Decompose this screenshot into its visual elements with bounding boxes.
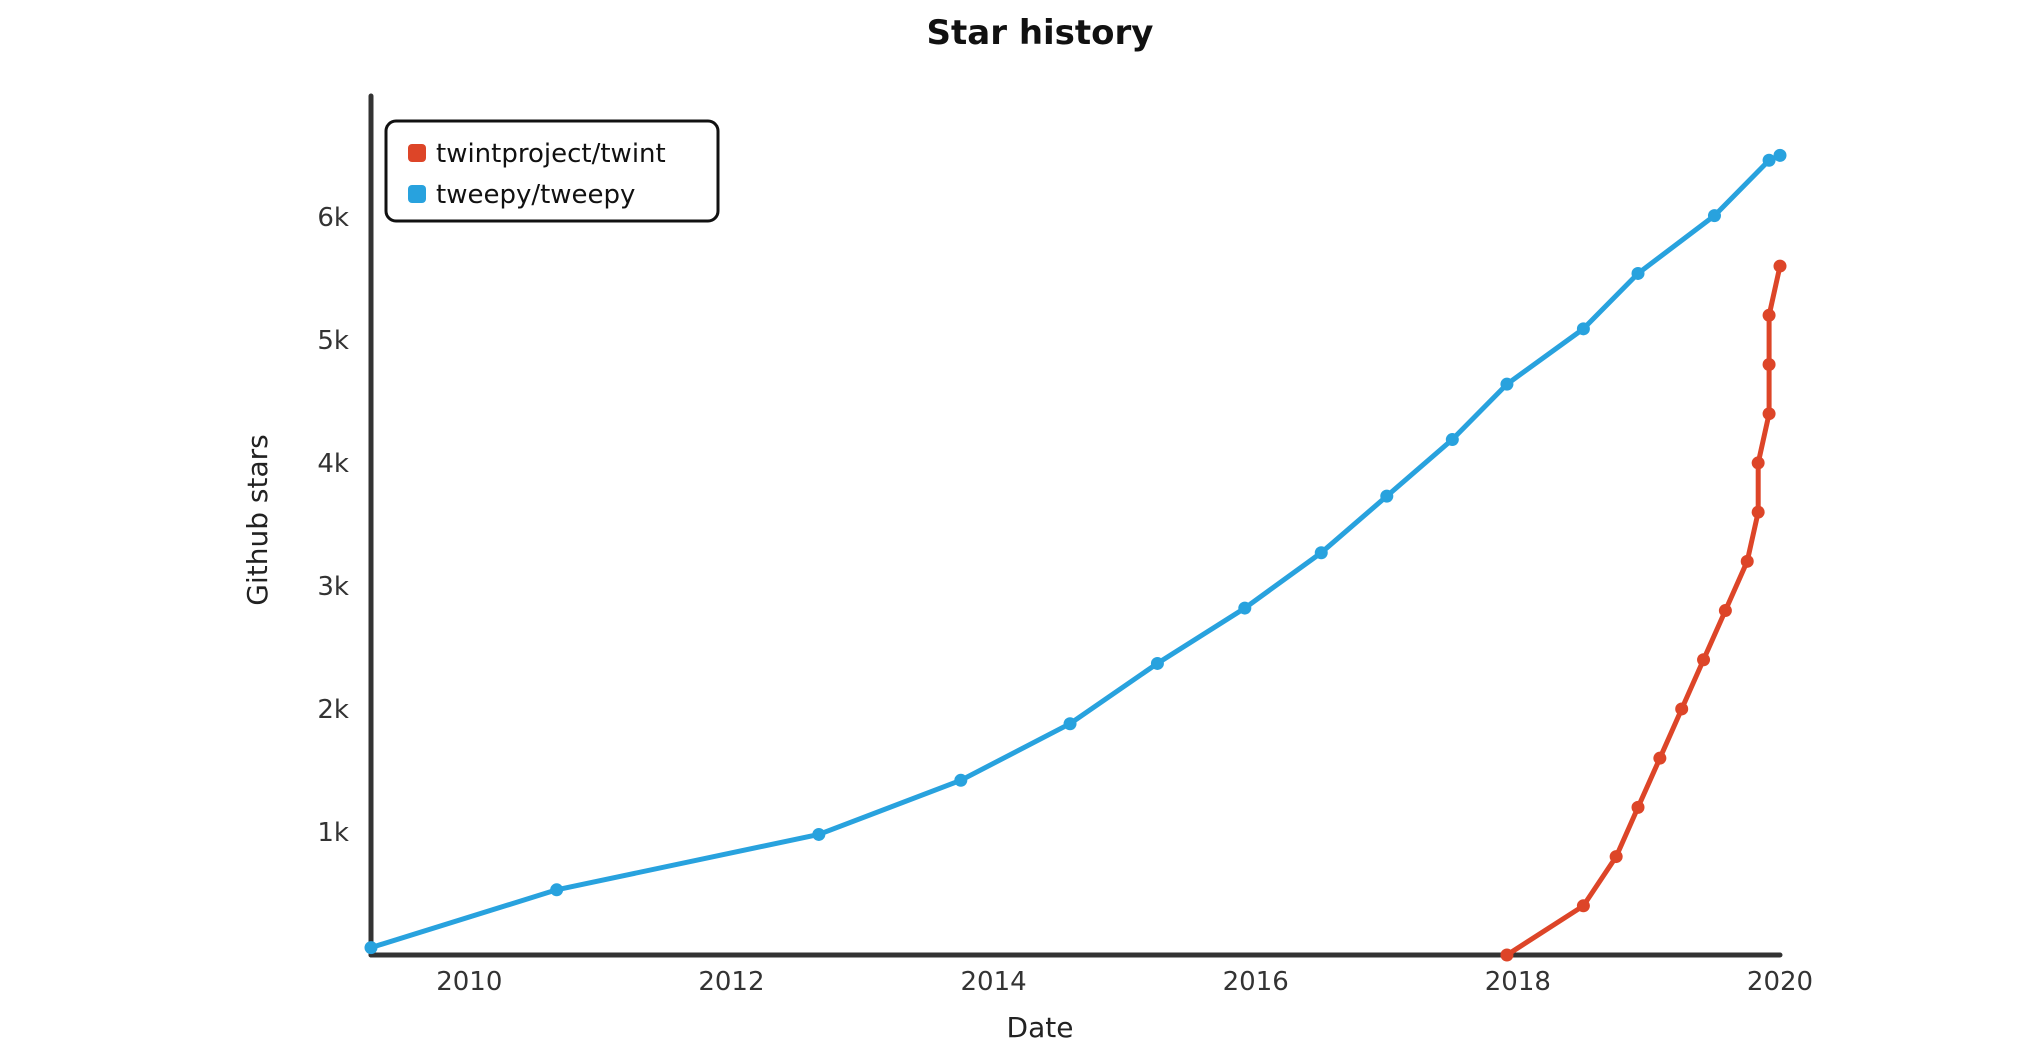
data-point <box>1762 357 1776 371</box>
data-point <box>1653 751 1667 765</box>
data-point <box>1773 148 1787 162</box>
data-point <box>1314 546 1328 560</box>
data-point <box>1576 899 1590 913</box>
x-tick-label: 2018 <box>1485 967 1551 997</box>
plot-area: 2010 2012 2014 2016 2018 2020 1k 2k 3k 4k 5k 6k <box>317 93 1813 997</box>
data-point <box>812 827 826 841</box>
y-tick-label: 1k <box>317 818 349 848</box>
legend-swatch <box>408 185 426 203</box>
data-point <box>1238 601 1252 615</box>
data-point <box>1063 717 1077 731</box>
data-point <box>1445 433 1459 447</box>
data-point <box>1762 153 1776 167</box>
x-axis-label: Date <box>1007 1011 1074 1044</box>
chart-title: Star history <box>927 13 1154 53</box>
y-tick-label: 4k <box>317 449 349 479</box>
x-tick-label: 2012 <box>698 967 764 997</box>
data-point <box>1631 266 1645 280</box>
data-point <box>1631 800 1645 814</box>
data-point <box>1675 702 1689 716</box>
data-point <box>1150 656 1164 670</box>
legend-label: tweepy/tweepy <box>436 180 635 210</box>
legend: twintproject/twint tweepy/tweepy <box>384 119 720 223</box>
legend-box <box>384 119 720 223</box>
data-point <box>364 941 378 955</box>
y-tick-label: 6k <box>317 203 349 233</box>
y-tick-label: 3k <box>317 572 349 602</box>
data-point <box>1751 456 1765 470</box>
legend-swatch <box>408 144 426 162</box>
series-line-1 <box>1504 263 1783 958</box>
data-point <box>1762 308 1776 322</box>
data-point <box>1576 322 1590 336</box>
x-tick-label: 2014 <box>960 967 1026 997</box>
data-point <box>1718 604 1732 618</box>
x-tick-label: 2010 <box>436 967 502 997</box>
data-point <box>1762 407 1776 421</box>
y-axis-label: Github stars <box>241 434 274 605</box>
data-point <box>1500 948 1514 962</box>
y-tick-label: 2k <box>317 695 349 725</box>
data-point <box>1751 505 1765 519</box>
y-tick-label: 5k <box>317 326 349 356</box>
data-point <box>954 773 968 787</box>
data-point <box>1740 554 1754 568</box>
data-point <box>1380 489 1394 503</box>
data-point <box>1707 209 1721 223</box>
data-point <box>1609 850 1623 864</box>
data-point <box>1697 653 1711 667</box>
x-tick-label: 2020 <box>1747 967 1813 997</box>
data-point <box>1500 377 1514 391</box>
data-point <box>550 883 564 897</box>
data-point <box>1773 259 1787 273</box>
series-line-2 <box>368 152 1783 951</box>
x-tick-label: 2016 <box>1223 967 1289 997</box>
legend-label: twintproject/twint <box>436 139 666 169</box>
